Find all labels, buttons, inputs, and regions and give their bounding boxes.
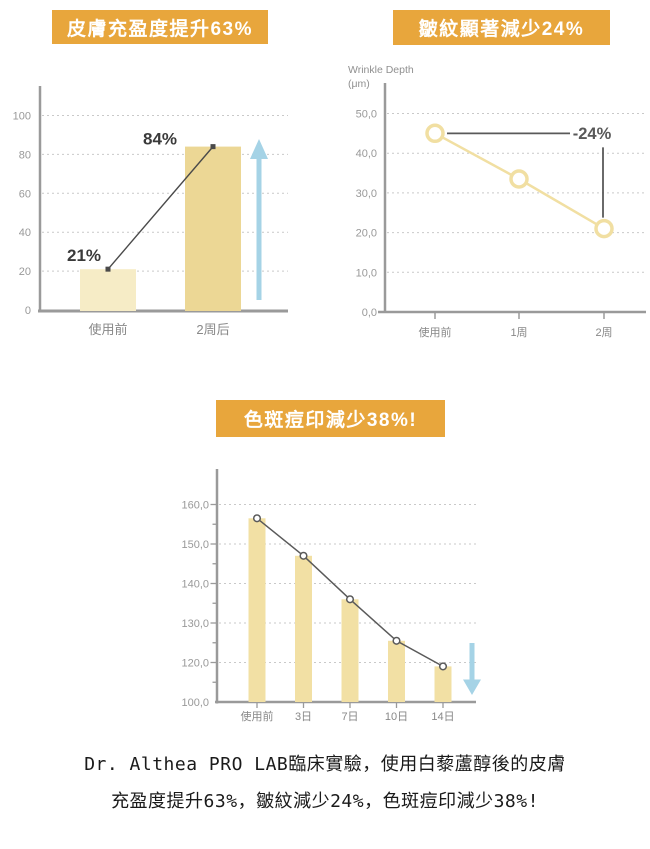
- y-tick-label: 30,0: [356, 188, 377, 200]
- x-category-label: 10日: [385, 711, 408, 723]
- chart-wrinkle-depth-line: Wrinkle Depth (μm) 0,0 10,0 20,0 30,0 40,0 50,0…: [348, 64, 646, 339]
- y-tick-label: 130,0: [181, 618, 209, 630]
- data-point-marker: [299, 551, 308, 560]
- bar: [248, 518, 266, 702]
- x-category-label: 14日: [431, 711, 454, 723]
- data-point-marker: [392, 636, 401, 645]
- badge-plumpness-title: 皮膚充盈度提升63%: [52, 10, 268, 44]
- y-tick-label: 40,0: [356, 148, 377, 160]
- bar: [341, 599, 359, 702]
- y-tick-label: 60: [19, 188, 31, 200]
- connector-line: [107, 146, 214, 270]
- data-point-marker: [438, 662, 448, 671]
- trend-up-arrow-head: [250, 139, 268, 159]
- y-tick-label: 20: [19, 266, 31, 278]
- x-category-label: 7日: [341, 711, 358, 723]
- data-point-marker: [345, 595, 355, 604]
- data-point-marker: [594, 218, 614, 239]
- y-tick-label: 80: [19, 149, 31, 161]
- y-axis-title: Wrinkle Depth: [348, 64, 414, 76]
- y-axis-unit: (μm): [348, 78, 370, 90]
- chart-skin-plumpness-bar: 0 20 40 60 80 100 21% 84% 使用前 2周后: [13, 86, 288, 337]
- value-label: 21%: [67, 246, 101, 265]
- y-tick-label: 100,0: [181, 697, 209, 709]
- badge-spots-title: 色斑痘印減少38%!: [216, 400, 445, 437]
- connector-marker: [210, 144, 216, 150]
- footer-text-line-1: Dr. Althea PRO LAB臨床實驗，使用白藜蘆醇後的皮膚: [84, 754, 566, 775]
- y-tick-label: 0: [25, 305, 31, 317]
- x-category-label: 使用前: [241, 709, 274, 723]
- data-point-marker: [252, 514, 262, 523]
- bar: [80, 269, 136, 311]
- annotation-label: -24%: [573, 125, 612, 143]
- trend-down-arrow-head: [463, 679, 481, 695]
- data-point-marker: [425, 123, 445, 144]
- y-tick-label: 150,0: [181, 539, 209, 551]
- y-tick-label: 50,0: [356, 109, 377, 121]
- value-label: 84%: [143, 130, 177, 149]
- footer-text-line-2: 充盈度提升63%，皺紋減少24%，色斑痘印減少38%!: [111, 791, 539, 812]
- x-category-label: 2周: [595, 326, 612, 339]
- x-category-label: 1周: [510, 326, 527, 339]
- y-tick-label: 140,0: [181, 579, 209, 591]
- connector-marker: [105, 266, 111, 272]
- x-category-label: 2周后: [196, 322, 229, 337]
- badge-wrinkle-title: 皺紋顯著減少24%: [393, 10, 610, 45]
- bar: [295, 555, 312, 702]
- x-category-label: 使用前: [88, 322, 127, 337]
- y-tick-label: 100: [13, 111, 31, 123]
- x-category-label: 3日: [295, 711, 312, 723]
- y-tick-label: 40: [19, 227, 31, 239]
- bar: [434, 666, 452, 702]
- chart-spots-reduction-barline: 160,0 150,0 140,0 130,0 120,0 100,0 使用前 3日 7日 10日…: [181, 469, 481, 723]
- y-tick-label: 120,0: [181, 658, 209, 670]
- y-tick-label: 10,0: [356, 267, 377, 279]
- data-point-marker: [509, 169, 529, 189]
- x-category-label: 使用前: [419, 325, 452, 339]
- y-tick-label: 160,0: [181, 500, 209, 512]
- bar: [185, 146, 241, 311]
- y-tick-label: 20,0: [356, 228, 377, 240]
- y-tick-label: 0,0: [362, 307, 377, 319]
- bar: [388, 640, 405, 702]
